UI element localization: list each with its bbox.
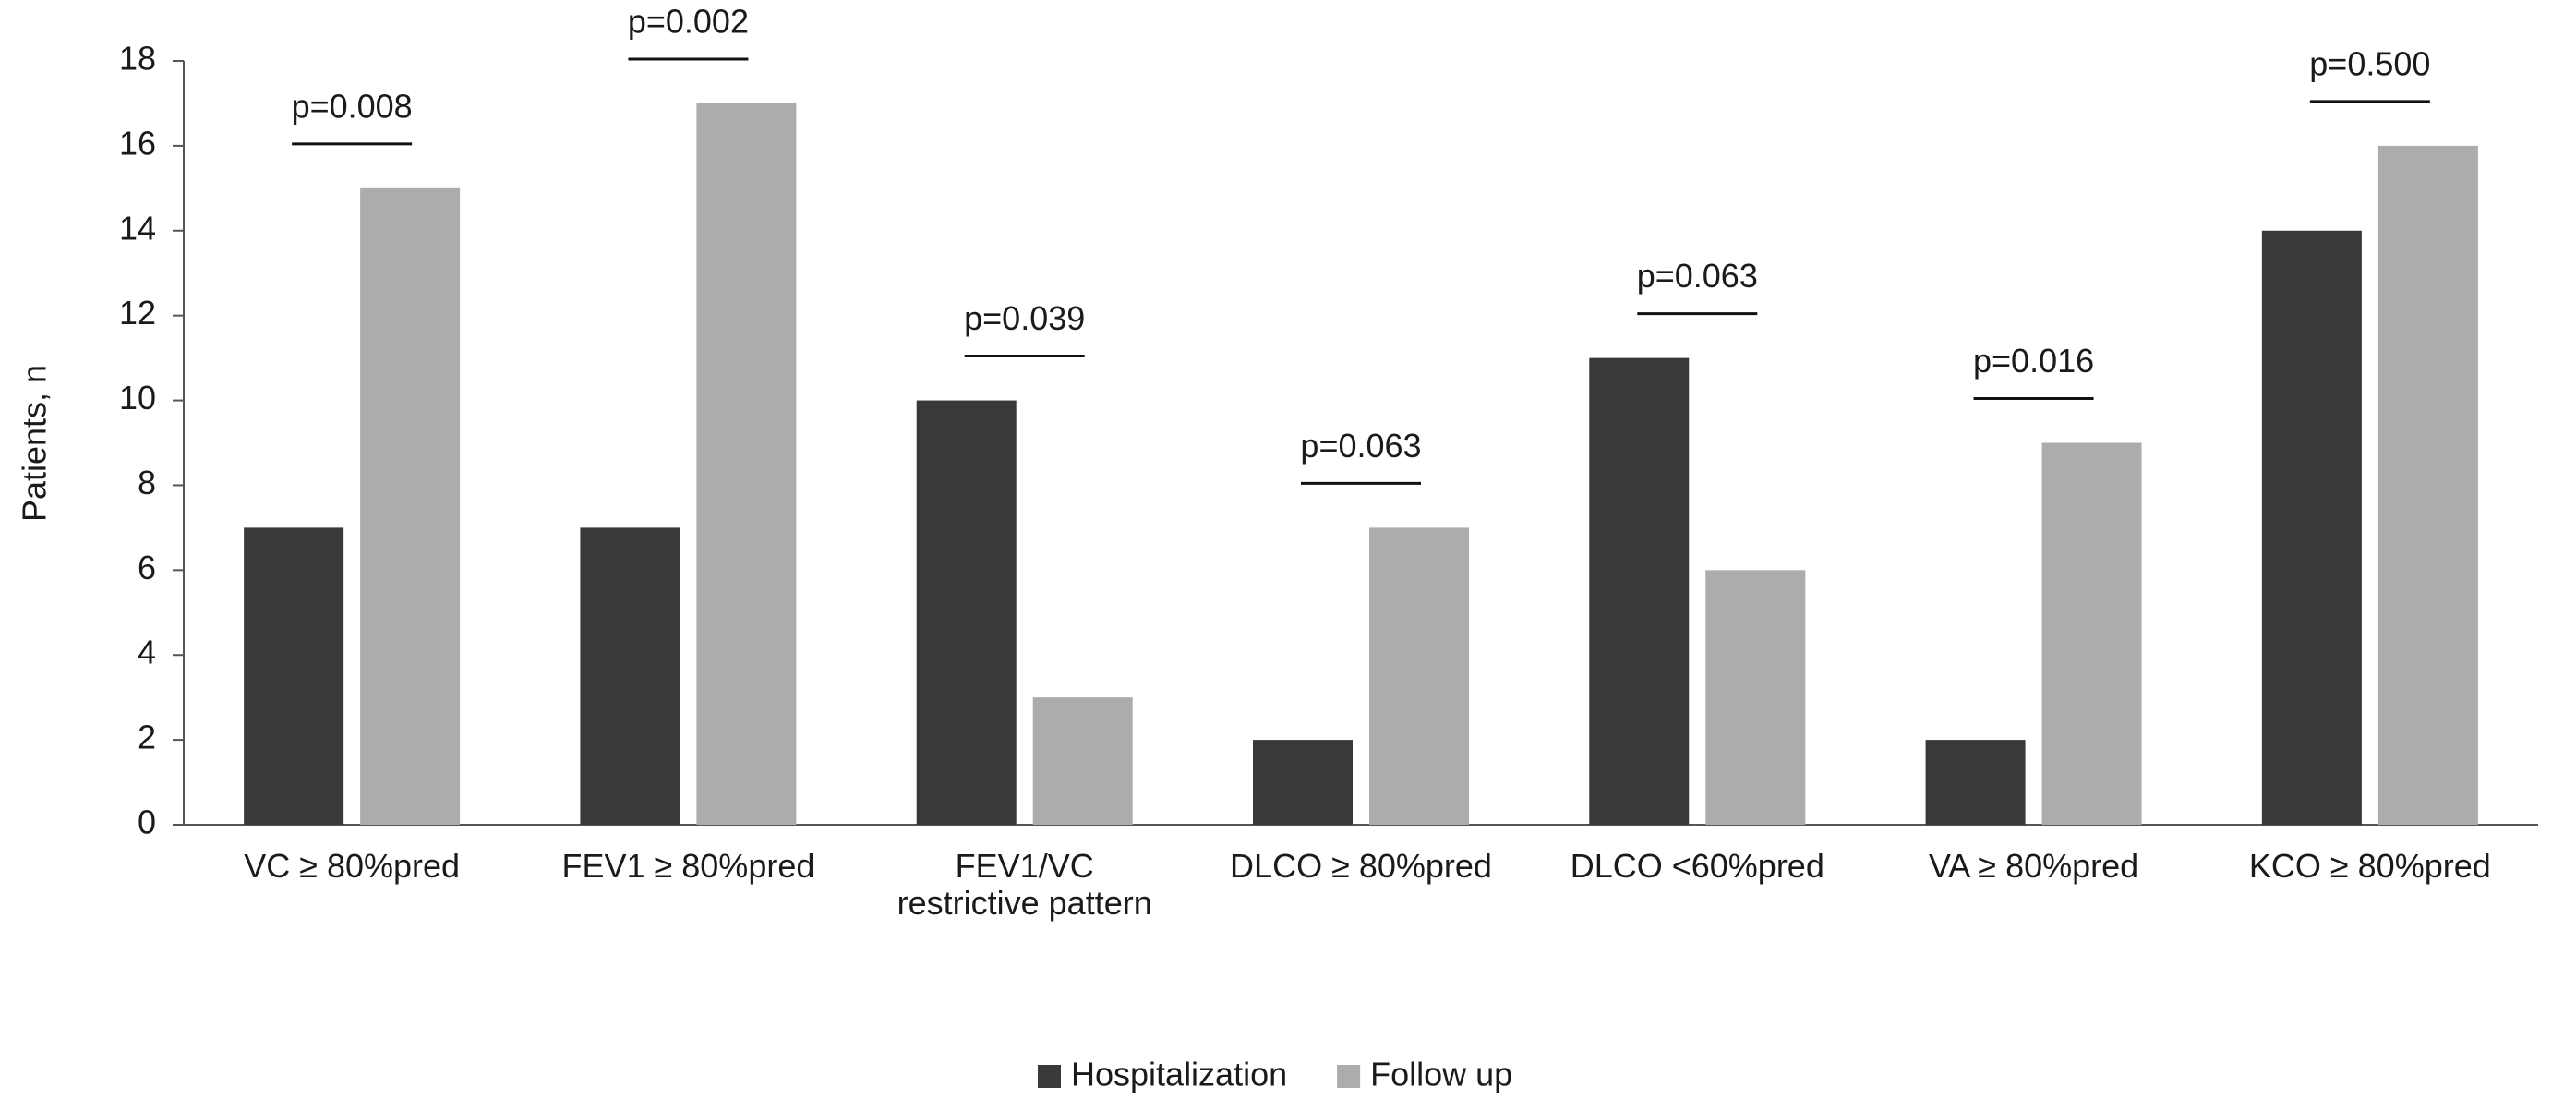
legend-swatch — [1337, 1065, 1361, 1088]
p-value-label: p=0.500 — [2309, 44, 2430, 82]
y-tick-label: 6 — [138, 549, 156, 586]
x-tick-label: FEV1/VC restrictive pattern — [897, 847, 1152, 922]
bar — [696, 103, 797, 825]
y-tick-label: 18 — [119, 40, 156, 78]
bar — [1925, 740, 2026, 825]
bar — [1369, 527, 1469, 825]
bar — [1705, 570, 1806, 825]
bar — [244, 527, 344, 825]
y-tick-label: 0 — [138, 803, 156, 841]
y-axis-label: Patients, n — [16, 365, 54, 522]
bar — [1032, 697, 1133, 825]
x-tick-label: DLCO <60%pred — [1570, 847, 1824, 885]
x-tick-label: FEV1 ≥ 80%pred — [561, 847, 815, 885]
y-tick-label: 14 — [119, 209, 156, 247]
bar — [1589, 357, 1690, 825]
bar — [916, 400, 1017, 825]
bar — [2261, 230, 2362, 825]
p-value-label: p=0.008 — [292, 87, 413, 125]
bar — [360, 187, 461, 826]
y-tick-label: 4 — [138, 634, 156, 671]
y-tick-label: 10 — [119, 379, 156, 417]
p-value-label: p=0.063 — [1637, 257, 1758, 295]
y-tick-label: 8 — [138, 464, 156, 501]
y-tick-label: 2 — [138, 719, 156, 756]
bar — [2377, 145, 2478, 825]
x-tick-label: KCO ≥ 80%pred — [2248, 847, 2491, 885]
legend-swatch — [1038, 1065, 1061, 1088]
p-value-label: p=0.016 — [1973, 342, 2094, 380]
p-value-label: p=0.063 — [1300, 427, 1421, 465]
legend-label: Hospitalization — [1071, 1056, 1287, 1093]
p-value-label: p=0.039 — [964, 299, 1085, 337]
legend-label: Follow up — [1370, 1056, 1512, 1093]
y-tick-label: 12 — [119, 294, 156, 332]
p-value-label: p=0.002 — [628, 2, 749, 40]
bar — [1253, 740, 1353, 825]
x-tick-label: VA ≥ 80%pred — [1928, 847, 2139, 885]
x-tick-label: DLCO ≥ 80%pred — [1230, 847, 1492, 885]
bar — [580, 527, 680, 825]
bar — [2041, 442, 2142, 825]
x-tick-label: VC ≥ 80%pred — [244, 847, 461, 885]
y-tick-label: 16 — [119, 124, 156, 162]
